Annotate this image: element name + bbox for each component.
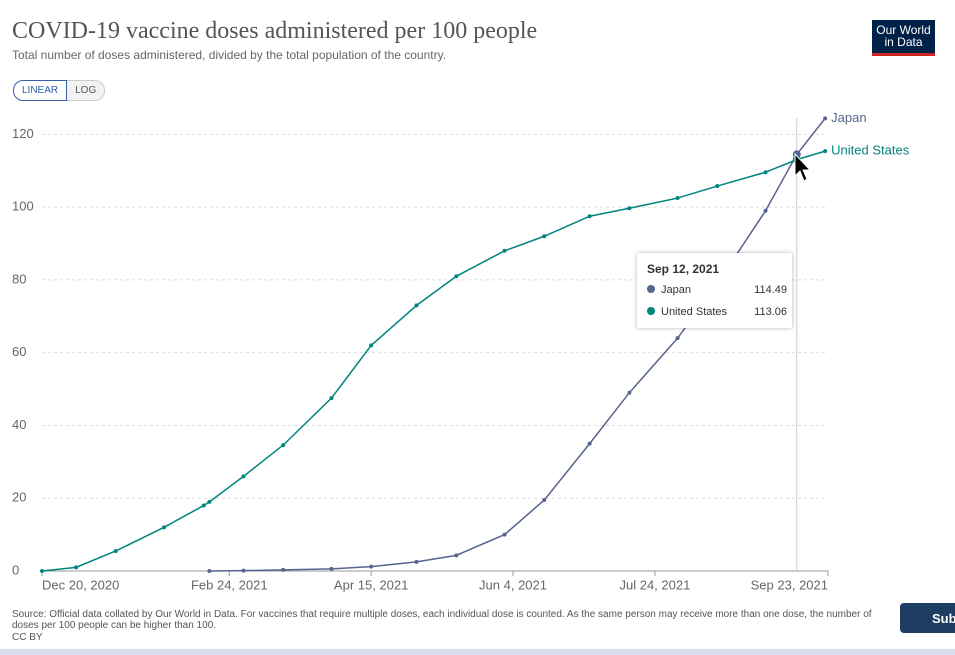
y-tick-label: 80: [12, 271, 26, 286]
x-tick-label: Dec 20, 2020: [42, 577, 119, 592]
cursor: [794, 152, 812, 182]
data-point: [329, 566, 334, 571]
tooltip-value: 114.49: [754, 284, 787, 296]
data-point: [329, 396, 334, 401]
tooltip-row: United States 113.06: [647, 306, 787, 318]
tooltip: Sep 12, 2021 Japan 114.49 United States 11…: [637, 253, 792, 328]
chart-subtitle: Total number of doses administered, divi…: [12, 48, 447, 62]
tooltip-row: Japan 114.49: [647, 284, 787, 296]
series-label: United States: [831, 143, 910, 158]
data-point: [162, 525, 167, 530]
data-point: [281, 567, 286, 572]
x-tick-label: Sep 23, 2021: [751, 577, 828, 592]
data-point: [414, 303, 419, 308]
data-point: [502, 248, 507, 253]
y-tick-label: 20: [12, 490, 26, 505]
logo-line: Our World: [876, 23, 931, 37]
linear-button[interactable]: LINEAR: [13, 80, 68, 101]
data-point: [542, 498, 547, 503]
data-point: [823, 116, 828, 121]
bottom-bar: [0, 649, 955, 655]
data-point: [715, 184, 720, 189]
source-note: Source: Official data collated by Our Wo…: [12, 609, 872, 631]
data-point: [113, 548, 118, 553]
data-point: [454, 553, 459, 558]
logo[interactable]: Our World in Data: [872, 20, 935, 56]
data-point: [207, 569, 212, 573]
data-point: [763, 208, 768, 213]
data-point: [675, 336, 680, 341]
license: CC BY: [12, 632, 43, 643]
series-label: Japan: [831, 110, 866, 125]
data-point: [587, 441, 592, 446]
data-point: [40, 569, 44, 573]
data-point: [587, 214, 592, 219]
scale-toggle: LINEAR LOG: [13, 80, 106, 101]
data-point: [369, 343, 374, 348]
x-tick-label: Jun 4, 2021: [479, 577, 547, 592]
tooltip-name: United States: [661, 306, 728, 318]
x-tick-label: Jul 24, 2021: [619, 577, 690, 592]
data-point: [414, 559, 419, 564]
series-line: [209, 117, 826, 572]
chart-title: COVID-19 vaccine doses administered per …: [12, 18, 538, 44]
y-tick-label: 60: [12, 344, 26, 359]
data-point: [823, 149, 828, 154]
data-point: [675, 196, 680, 201]
data-point: [627, 390, 632, 395]
data-point: [241, 474, 246, 479]
y-tick-label: 100: [12, 199, 34, 214]
log-button[interactable]: LOG: [67, 80, 106, 101]
data-point: [627, 206, 632, 211]
data-point: [201, 503, 206, 508]
data-point: [763, 170, 768, 175]
data-point: [281, 443, 286, 448]
y-tick-label: 0: [12, 562, 19, 577]
tooltip-name: Japan: [661, 284, 691, 296]
data-point: [542, 234, 547, 239]
subscribe-button[interactable]: Sub: [900, 603, 955, 633]
x-tick-label: Feb 24, 2021: [191, 577, 268, 592]
data-point: [502, 532, 507, 537]
series-line: [41, 150, 826, 572]
logo-line: in Data: [884, 35, 923, 49]
tooltip-value: 113.06: [754, 306, 787, 318]
tooltip-dot: [647, 285, 655, 293]
data-point: [454, 274, 459, 279]
data-point: [241, 568, 246, 573]
x-tick-label: Apr 15, 2021: [334, 577, 408, 592]
tooltip-dot: [647, 307, 655, 315]
tooltip-date: Sep 12, 2021: [647, 262, 720, 276]
y-tick-label: 120: [12, 126, 34, 141]
y-tick-label: 40: [12, 417, 26, 432]
data-point: [369, 564, 374, 569]
data-point: [74, 565, 79, 570]
data-point: [207, 499, 212, 504]
